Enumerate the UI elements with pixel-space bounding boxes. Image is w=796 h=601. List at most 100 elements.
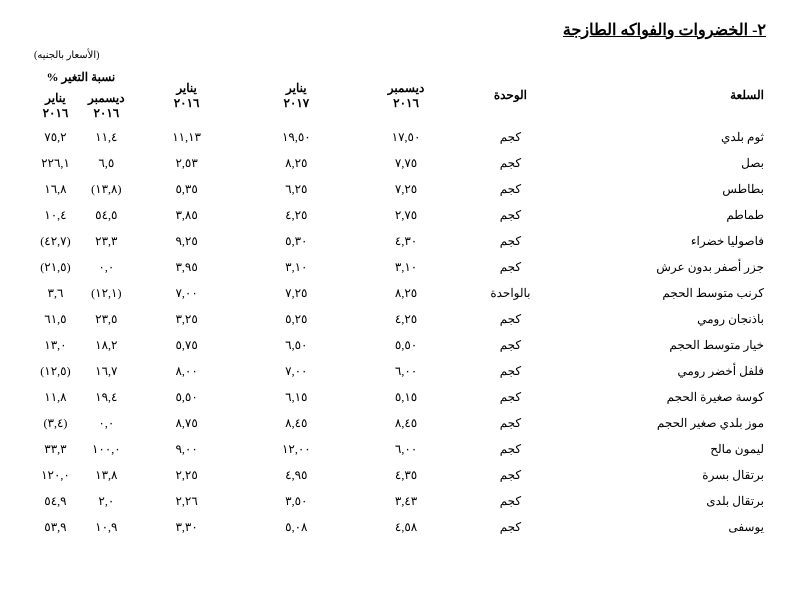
cell-pct-jan: ٣,٦ <box>30 280 81 306</box>
cell-jan2016: ٥,٧٥ <box>132 332 242 358</box>
cell-dec2016: ٣,١٠ <box>351 254 461 280</box>
cell-pct-dec: ٢٣,٥ <box>81 306 132 332</box>
table-row: خيار متوسط الحجمكجم٥,٥٠٦,٥٠٥,٧٥١٨,٢١٣,٠ <box>30 332 766 358</box>
cell-pct-dec: ١٩,٤ <box>81 384 132 410</box>
table-body: ثوم بلديكجم١٧,٥٠١٩,٥٠١١,١٣١١,٤٧٥,٢بصلكجم… <box>30 124 766 540</box>
col-jan2017: يناير ٢٠١٧ <box>241 67 351 124</box>
cell-dec2016: ١٧,٥٠ <box>351 124 461 150</box>
cell-jan2016: ٢,٢٦ <box>132 488 242 514</box>
table-row: موز بلدي صغير الحجمكجم٨,٤٥٨,٤٥٨,٧٥٠,٠(٣,… <box>30 410 766 436</box>
cell-unit: كجم <box>461 228 560 254</box>
cell-pct-jan: ١٦,٨ <box>30 176 81 202</box>
col-pct-group: نسبة التغير % <box>30 67 132 88</box>
cell-item: برتقال بسرة <box>560 462 766 488</box>
cell-pct-dec: ٠,٠ <box>81 410 132 436</box>
table-row: باذنجان روميكجم٤,٢٥٥,٢٥٣,٢٥٢٣,٥٦١,٥ <box>30 306 766 332</box>
cell-jan2016: ٥,٣٥ <box>132 176 242 202</box>
table-row: كرنب متوسط الحجمبالواحدة٨,٢٥٧,٢٥٧,٠٠(١٢,… <box>30 280 766 306</box>
table-header: السلعة الوحدة ديسمبر ٢٠١٦ يناير ٢٠١٧ ينا… <box>30 67 766 124</box>
cell-jan2016: ٣,٩٥ <box>132 254 242 280</box>
cell-unit: كجم <box>461 150 560 176</box>
cell-item: موز بلدي صغير الحجم <box>560 410 766 436</box>
cell-dec2016: ٦,٠٠ <box>351 358 461 384</box>
cell-jan2017: ٦,٢٥ <box>241 176 351 202</box>
cell-jan2016: ٢,٢٥ <box>132 462 242 488</box>
table-row: ثوم بلديكجم١٧,٥٠١٩,٥٠١١,١٣١١,٤٧٥,٢ <box>30 124 766 150</box>
cell-unit: كجم <box>461 202 560 228</box>
cell-unit: كجم <box>461 254 560 280</box>
table-row: ليمون مالحكجم٦,٠٠١٢,٠٠٩,٠٠١٠٠,٠٣٣,٣ <box>30 436 766 462</box>
cell-jan2017: ٥,٣٠ <box>241 228 351 254</box>
cell-pct-jan: ١٠,٤ <box>30 202 81 228</box>
cell-pct-jan: ١٣,٠ <box>30 332 81 358</box>
cell-unit: كجم <box>461 514 560 540</box>
cell-dec2016: ٣,٤٣ <box>351 488 461 514</box>
cell-item: فاصوليا خضراء <box>560 228 766 254</box>
cell-pct-jan: (١٢,٥) <box>30 358 81 384</box>
cell-jan2017: ١٩,٥٠ <box>241 124 351 150</box>
cell-pct-dec: (١٢,١) <box>81 280 132 306</box>
table-row: برتقال بلدىكجم٣,٤٣٣,٥٠٢,٢٦٢,٠٥٤,٩ <box>30 488 766 514</box>
cell-unit: كجم <box>461 436 560 462</box>
page-container: ٢- الخضروات والفواكه الطازجة (الأسعار با… <box>0 0 796 601</box>
cell-unit: كجم <box>461 410 560 436</box>
cell-pct-dec: ٥٤,٥ <box>81 202 132 228</box>
cell-item: بطاطس <box>560 176 766 202</box>
cell-dec2016: ٧,٧٥ <box>351 150 461 176</box>
cell-unit: كجم <box>461 462 560 488</box>
cell-jan2016: ٨,٧٥ <box>132 410 242 436</box>
col-unit: الوحدة <box>461 67 560 124</box>
cell-jan2016: ٣,٨٥ <box>132 202 242 228</box>
cell-jan2016: ٣,٢٥ <box>132 306 242 332</box>
cell-pct-jan: (٢١,٥) <box>30 254 81 280</box>
cell-pct-dec: ١٠,٩ <box>81 514 132 540</box>
cell-item: كوسة صغيرة الحجم <box>560 384 766 410</box>
cell-pct-dec: ١٣,٨ <box>81 462 132 488</box>
cell-pct-jan: ٥٣,٩ <box>30 514 81 540</box>
table-row: كوسة صغيرة الحجمكجم٥,١٥٦,١٥٥,٥٠١٩,٤١١,٨ <box>30 384 766 410</box>
cell-pct-jan: ٥٤,٩ <box>30 488 81 514</box>
cell-unit: كجم <box>461 488 560 514</box>
cell-jan2017: ٨,٤٥ <box>241 410 351 436</box>
cell-jan2016: ٥,٥٠ <box>132 384 242 410</box>
cell-pct-jan: ١٢٠,٠ <box>30 462 81 488</box>
cell-dec2016: ٨,٤٥ <box>351 410 461 436</box>
cell-item: جزر أصفر بدون عرش <box>560 254 766 280</box>
table-row: جزر أصفر بدون عرشكجم٣,١٠٣,١٠٣,٩٥٠,٠(٢١,٥… <box>30 254 766 280</box>
cell-dec2016: ٤,٣٠ <box>351 228 461 254</box>
cell-item: بصل <box>560 150 766 176</box>
cell-unit: بالواحدة <box>461 280 560 306</box>
table-row: بصلكجم٧,٧٥٨,٢٥٢,٥٣٦,٥٢٢٦,١ <box>30 150 766 176</box>
cell-dec2016: ٨,٢٥ <box>351 280 461 306</box>
cell-dec2016: ٢,٧٥ <box>351 202 461 228</box>
cell-dec2016: ٤,٢٥ <box>351 306 461 332</box>
cell-pct-jan: (٣,٤) <box>30 410 81 436</box>
cell-pct-dec: ١٠٠,٠ <box>81 436 132 462</box>
cell-pct-dec: ٢٣,٣ <box>81 228 132 254</box>
cell-dec2016: ٥,١٥ <box>351 384 461 410</box>
cell-jan2017: ٦,٥٠ <box>241 332 351 358</box>
cell-jan2017: ٣,٥٠ <box>241 488 351 514</box>
cell-unit: كجم <box>461 306 560 332</box>
cell-dec2016: ٦,٠٠ <box>351 436 461 462</box>
cell-dec2016: ٤,٣٥ <box>351 462 461 488</box>
cell-item: ليمون مالح <box>560 436 766 462</box>
cell-pct-jan: ١١,٨ <box>30 384 81 410</box>
cell-pct-jan: (٤٢,٧) <box>30 228 81 254</box>
cell-jan2017: ١٢,٠٠ <box>241 436 351 462</box>
cell-item: خيار متوسط الحجم <box>560 332 766 358</box>
table-row: يوسفىكجم٤,٥٨٥,٠٨٣,٣٠١٠,٩٥٣,٩ <box>30 514 766 540</box>
cell-jan2017: ٤,٢٥ <box>241 202 351 228</box>
col-jan2016: يناير ٢٠١٦ <box>132 67 242 124</box>
cell-dec2016: ٧,٢٥ <box>351 176 461 202</box>
table-row: طماطمكجم٢,٧٥٤,٢٥٣,٨٥٥٤,٥١٠,٤ <box>30 202 766 228</box>
cell-item: يوسفى <box>560 514 766 540</box>
cell-jan2017: ٥,٠٨ <box>241 514 351 540</box>
cell-item: باذنجان رومي <box>560 306 766 332</box>
cell-jan2017: ٧,٢٥ <box>241 280 351 306</box>
cell-pct-jan: ٣٣,٣ <box>30 436 81 462</box>
table-row: فلفل أخضر روميكجم٦,٠٠٧,٠٠٨,٠٠١٦,٧(١٢,٥) <box>30 358 766 384</box>
cell-item: برتقال بلدى <box>560 488 766 514</box>
cell-jan2016: ٨,٠٠ <box>132 358 242 384</box>
cell-jan2016: ٩,٢٥ <box>132 228 242 254</box>
